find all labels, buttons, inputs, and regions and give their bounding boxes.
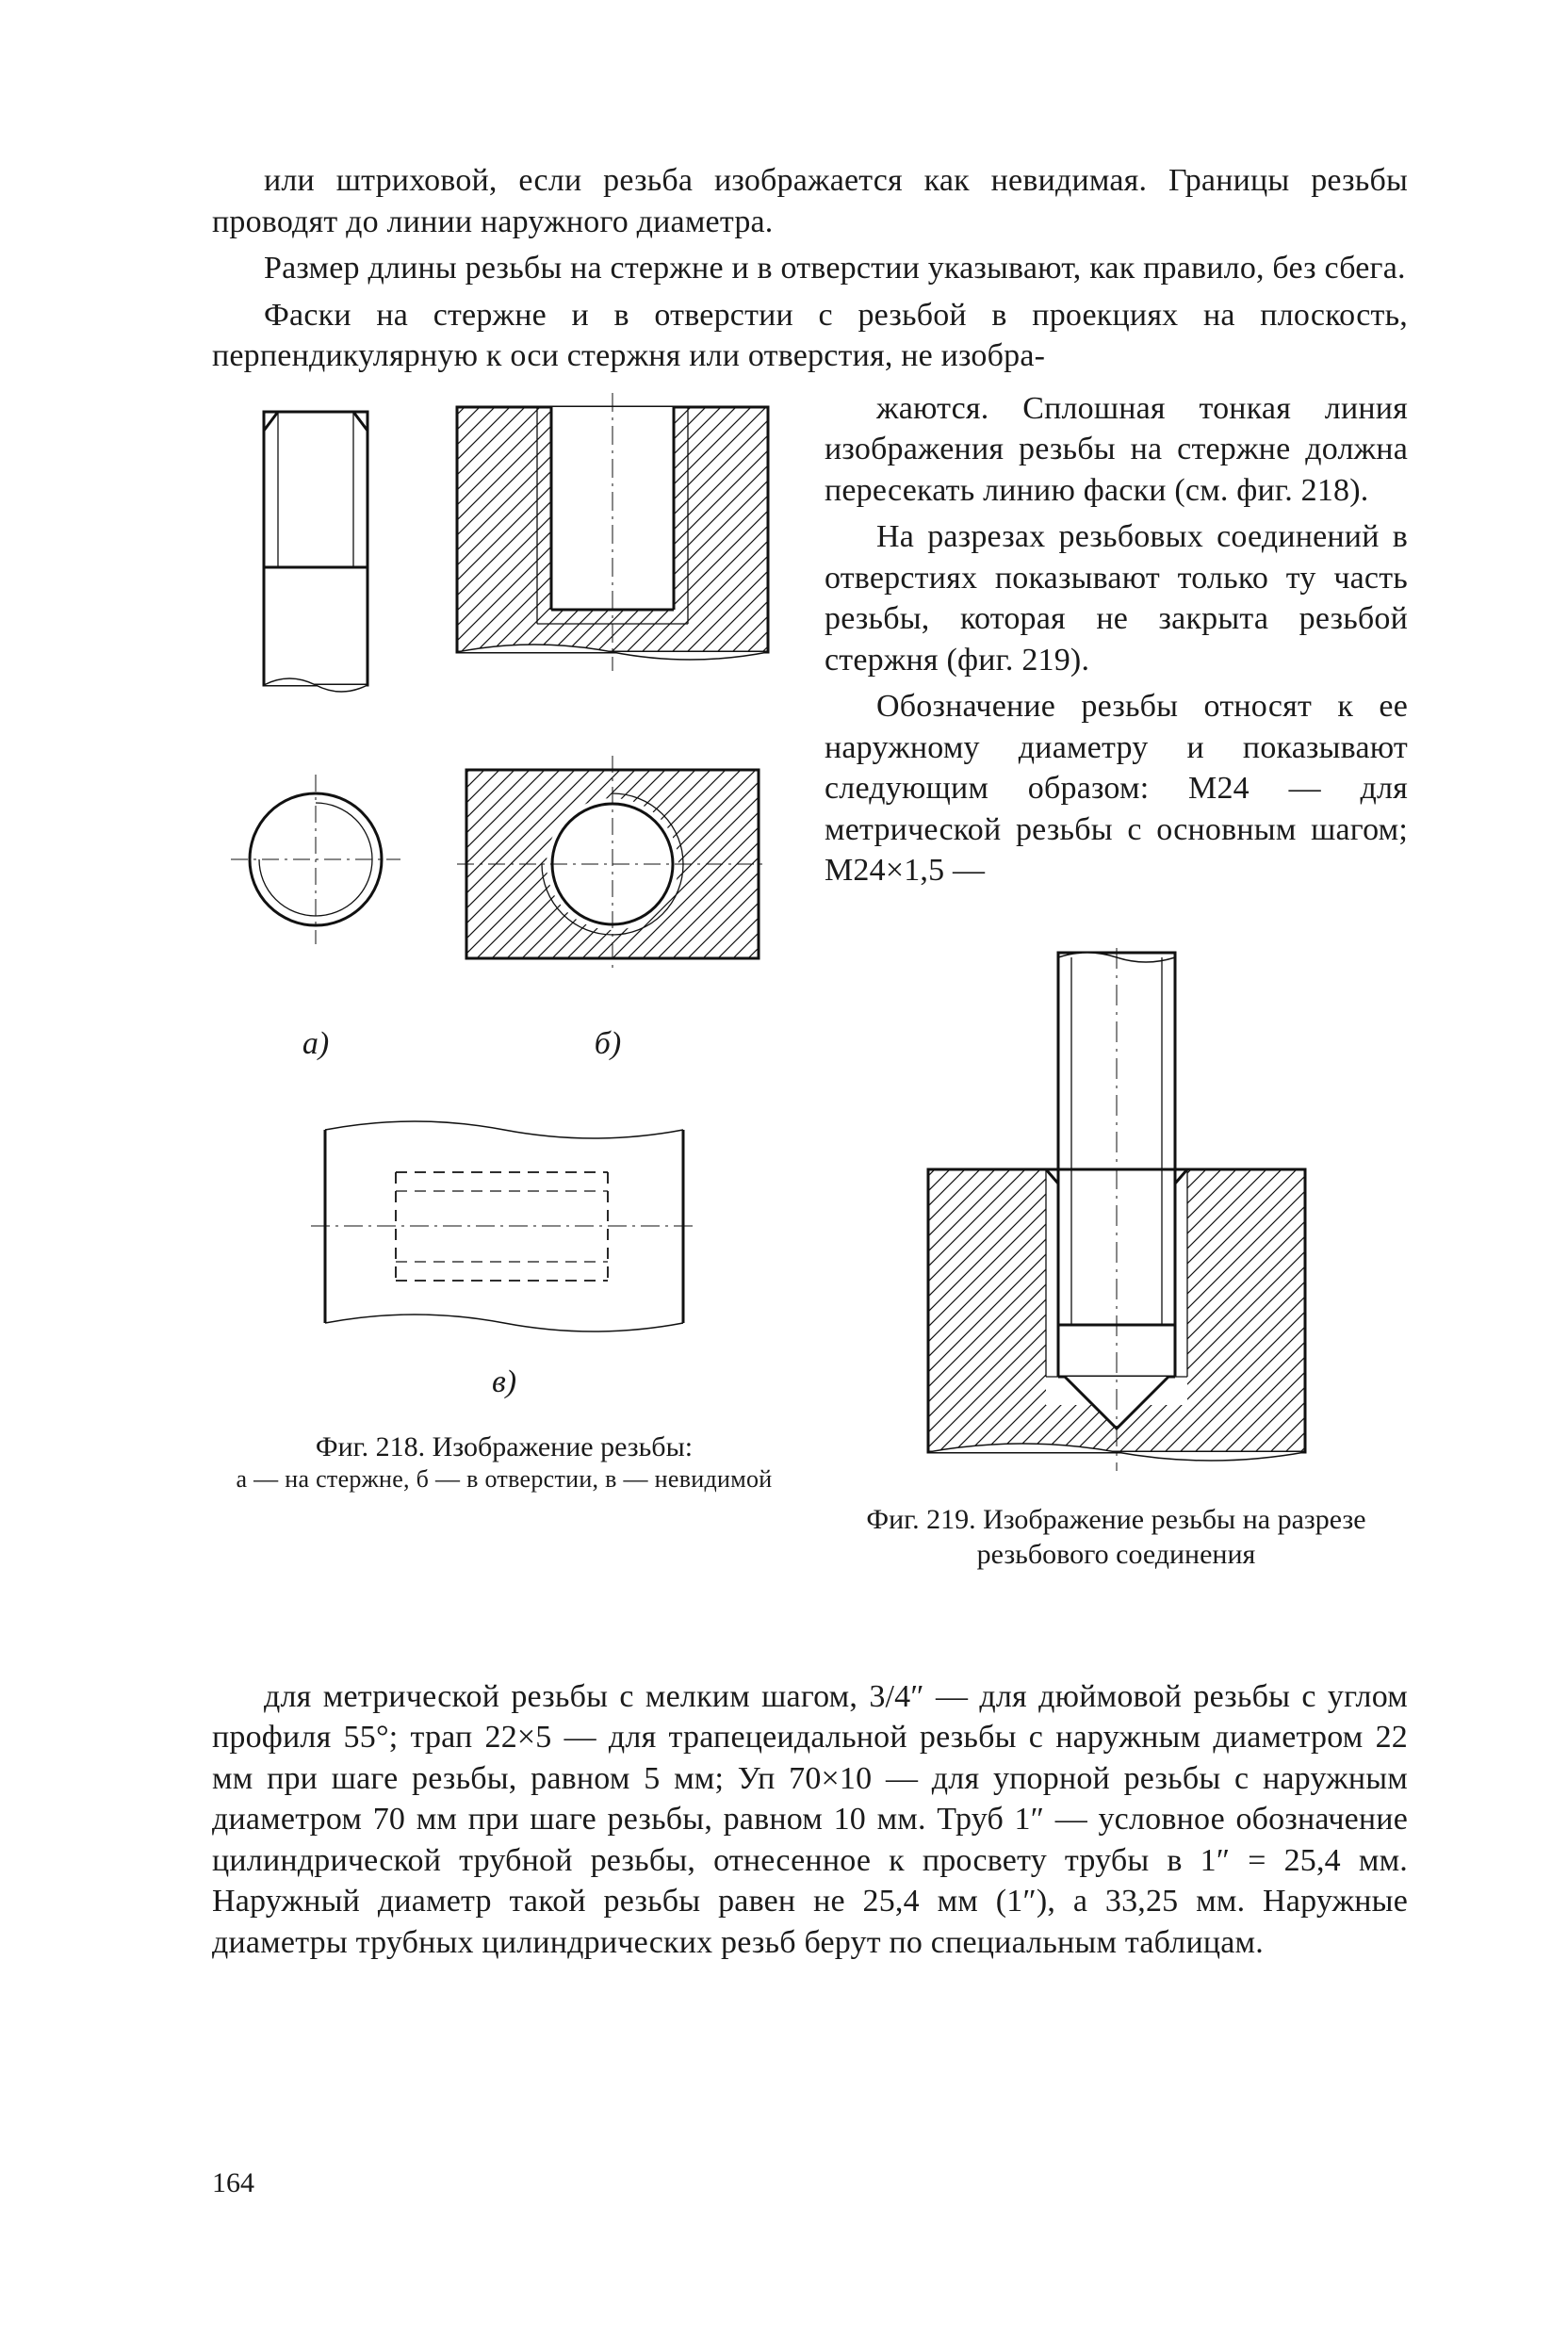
fig218-group: а) б) xyxy=(212,388,796,1573)
para-r3: Обозначение резьбы относят к ее наружном… xyxy=(825,686,1408,891)
mid-row: а) б) xyxy=(212,388,1408,1573)
fig218-ab-side xyxy=(212,388,796,699)
fig219-caption: Фиг. 219. Изображение резьбы на разрезе … xyxy=(825,1502,1408,1573)
para-1: или штриховой, если резьба изображается … xyxy=(212,160,1408,242)
right-column: жаются. Сплошная тонкая линия изображени… xyxy=(825,388,1408,1573)
fig218-v xyxy=(306,1102,702,1347)
fig218-ab-end xyxy=(212,756,796,1001)
fig218-caption-sub: а — на стержне, б — в отверстии, в — нев… xyxy=(212,1464,796,1495)
fig218-ab-labels: а) б) xyxy=(212,1023,796,1065)
fig218-v-wrap xyxy=(212,1102,796,1347)
fig218-caption: Фиг. 218. Изображение резьбы: а — на сте… xyxy=(212,1429,796,1495)
para-bottom: для метрической резьбы с мелким шагом, 3… xyxy=(212,1676,1408,1964)
fig218-label-a: а) xyxy=(212,1023,419,1065)
page-number: 164 xyxy=(212,2165,254,2201)
fig219-wrap xyxy=(825,948,1408,1476)
fig219-caption-title: Фиг. 219. Изображение резьбы на разрезе … xyxy=(825,1502,1408,1573)
para-2: Размер длины резьбы на стержне и в отвер… xyxy=(212,248,1408,289)
fig219 xyxy=(900,948,1333,1476)
page: или штриховой, если резьба изображается … xyxy=(0,0,1568,2352)
fig218-caption-title: Фиг. 218. Изображение резьбы: xyxy=(212,1429,796,1465)
para-r2: На разрезах резьбовых соединений в отвер… xyxy=(825,516,1408,680)
fig218-label-v: в) xyxy=(212,1362,796,1403)
para-r1: жаются. Сплошная тонкая линия изображени… xyxy=(825,388,1408,512)
fig218-label-b: б) xyxy=(419,1023,796,1065)
para-3: Фаски на стержне и в отверстии с резьбой… xyxy=(212,295,1408,377)
